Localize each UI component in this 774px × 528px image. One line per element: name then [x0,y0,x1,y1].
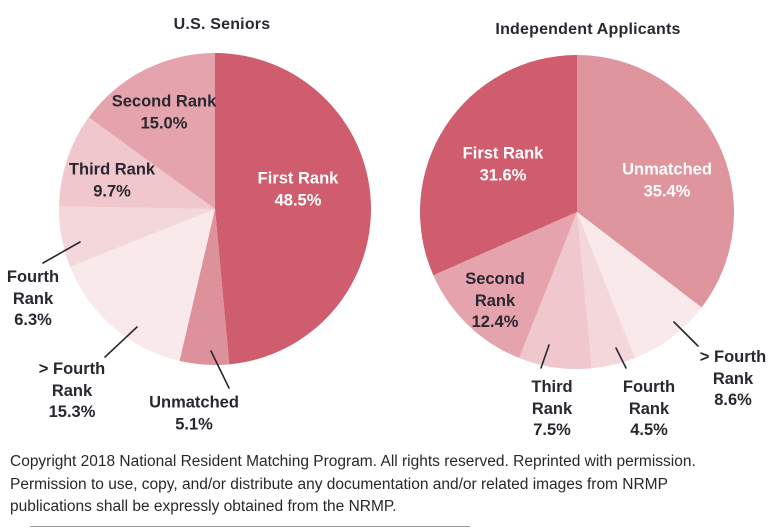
pie-slice-unmatched [577,55,734,308]
pie-slice-unmatched [179,209,230,365]
slice-label-ia-second-rank: Second Rank 12.4% [465,269,525,334]
slice-label-line: Rank [712,369,754,388]
slice-label-line: Third Rank [68,160,156,179]
slice-label-value: 9.7% [93,182,131,200]
slice-label-ia-unmatched: Unmatched 35.4% [622,160,712,203]
slice-label-value: 6.3% [14,310,52,329]
slice-label-line: Second Rank [111,92,217,111]
callout-line-ia-third-rank [540,344,550,369]
slice-label-value: 12.4% [471,312,519,331]
pie-slice-second-rank [88,53,215,209]
pie-slice-fourth-rank [70,209,216,361]
slice-label-value: 7.5% [533,420,571,439]
slice-label-line: > Fourth [38,359,106,378]
pie-slice-second-rank [433,212,577,358]
slice-label-line: Third [531,377,573,396]
pie-slice-fourth-rank [577,212,702,358]
slice-label-value: 15.0% [140,114,188,132]
pie-us-seniors [59,53,371,365]
slice-label-line: First Rank [462,144,544,163]
slice-label-value: 31.6% [479,166,527,184]
chart-title-independent-applicants: Independent Applicants [495,21,681,38]
slice-label-value: 5.1% [175,415,213,433]
slice-label-line: Rank [474,291,516,310]
slice-label-ia-first-rank: First Rank 31.6% [463,144,544,187]
pie-slice-fourth-rank [577,212,635,369]
bottom-partial-rule [30,526,470,527]
slice-label-us-second-rank: Second Rank 15.0% [112,92,217,135]
callout-lines [42,241,699,389]
copyright-notice: Copyright 2018 National Resident Matchin… [10,451,696,519]
pie-slice-fourth-rank [59,206,216,267]
slice-label-line: Fourth [622,377,676,396]
pie-slice-third-rank [519,212,592,369]
slice-label-value: 15.3% [48,402,96,421]
slice-label-us-first-rank: First Rank 48.5% [258,169,339,212]
slice-label-ia-gt-fourth-rank: > Fourth Rank 8.6% [700,347,766,412]
slice-label-value: 8.6% [714,390,752,409]
pie-independent-applicants [420,55,734,369]
callout-line-us-fourth-rank [42,241,81,264]
pie-slice-first-rank [215,53,371,365]
slice-label-line: Unmatched [149,393,239,412]
slice-label-line: Rank [12,289,54,308]
slice-label-line: Rank [531,399,573,418]
slice-label-line: Fourth [6,267,60,286]
pie-slice-first-rank [420,55,577,276]
slice-label-line: Rank [628,399,670,418]
slice-label-value: 4.5% [630,420,668,439]
callout-line-ia-fourth-rank [615,347,627,369]
copyright-line: Copyright 2018 National Resident Matchin… [10,453,696,470]
slice-label-ia-fourth-rank: Fourth Rank 4.5% [623,377,675,442]
slice-label-us-gt-fourth-rank: > Fourth Rank 15.3% [39,359,105,424]
slice-label-us-third-rank: Third Rank 9.7% [69,160,155,203]
slice-label-line: First Rank [257,169,339,188]
chart-title-us-seniors: U.S. Seniors [173,16,271,33]
callout-line-us-unmatched [210,350,230,389]
slice-label-us-unmatched: Unmatched 5.1% [149,393,239,436]
slice-label-value: 35.4% [643,182,691,200]
pie-slice-third-rank [59,117,216,209]
slice-label-line: > Fourth [699,347,767,366]
slice-label-line: Unmatched [622,160,712,179]
slice-label-value: 48.5% [274,191,322,209]
slice-label-line: Rank [51,381,93,400]
callout-line-us-gt-fourth-rank [104,326,138,358]
slice-label-us-fourth-rank: Fourth Rank 6.3% [7,267,59,332]
slice-label-line: Second [465,269,525,288]
callout-line-ia-gt-fourth-rank [673,321,699,347]
copyright-line: Permission to use, copy, and/or distribu… [10,475,668,493]
slice-label-ia-third-rank: Third Rank 7.5% [531,377,572,442]
copyright-line: publications shall be expressly obtained… [10,498,397,515]
